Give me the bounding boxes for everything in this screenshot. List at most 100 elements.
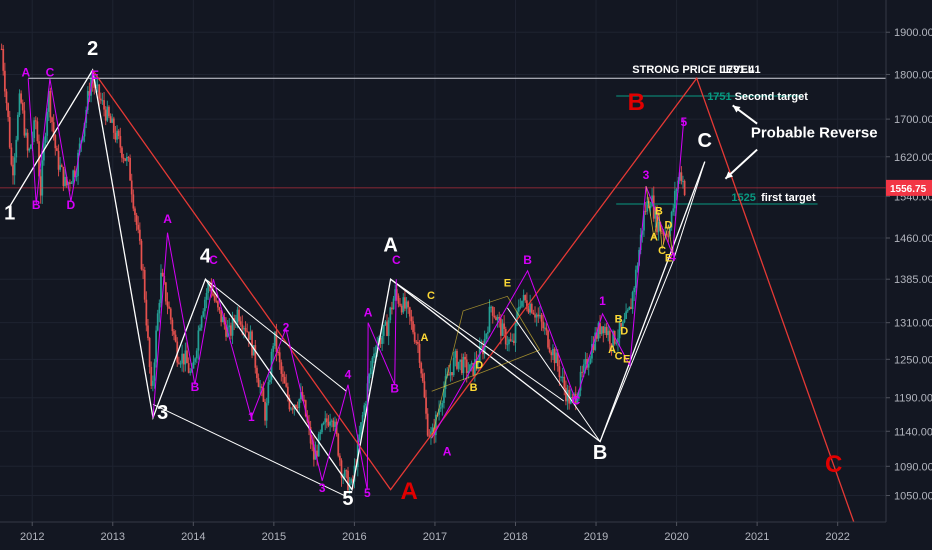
candle-body	[177, 362, 180, 364]
candle-body	[665, 233, 668, 236]
candle-body	[351, 479, 354, 482]
candle-body	[410, 316, 413, 322]
wave-label-magenta: E	[91, 68, 99, 82]
candle-body	[673, 190, 676, 209]
candle-body	[296, 407, 299, 409]
candle-body	[386, 321, 388, 336]
candle-body	[252, 345, 255, 356]
candle-body	[301, 392, 304, 400]
candle-body	[582, 364, 585, 372]
probable-reverse-arrow-upper-head	[732, 105, 741, 113]
current-price-badge	[886, 179, 932, 196]
wave-label-yellow: A	[608, 344, 616, 356]
candle-body	[364, 403, 367, 406]
candle-body	[26, 132, 29, 151]
candle-body	[643, 210, 645, 231]
candle-body	[356, 440, 359, 468]
candle-body	[389, 307, 392, 321]
candle-body	[169, 308, 172, 320]
candle-body	[186, 350, 188, 364]
candle-body	[451, 372, 453, 376]
candle-body	[521, 300, 523, 307]
candle-body	[332, 420, 335, 427]
candle-body	[516, 311, 519, 321]
x-tick-label: 2022	[825, 531, 849, 543]
candle-body	[669, 227, 671, 237]
candle-body	[579, 371, 582, 391]
candle-body	[309, 426, 312, 444]
probable-reverse-arrow-lower-head	[725, 171, 734, 179]
candle-body	[18, 93, 21, 115]
candle-body	[62, 166, 65, 186]
candle-body	[525, 300, 528, 309]
candle-body	[23, 110, 26, 136]
wave-yellow-triangle-lower	[431, 349, 540, 392]
candle-body	[280, 362, 283, 374]
candle-body	[473, 359, 476, 376]
candle-body	[25, 132, 27, 136]
candle-body	[561, 376, 564, 378]
candle-body	[16, 114, 19, 140]
candle-body	[560, 376, 562, 378]
wave-label-yellow: C	[427, 290, 435, 302]
candle-body	[486, 331, 489, 334]
candle-body	[556, 352, 559, 367]
candle-body	[405, 301, 408, 309]
candle-body	[460, 359, 463, 374]
candle-body	[456, 350, 458, 369]
strong-price-level-value: 1791.41	[721, 64, 761, 76]
x-tick-label: 2016	[342, 531, 366, 543]
candle-body	[254, 345, 257, 368]
wave-magenta-triangle	[27, 78, 94, 205]
candle-body	[457, 361, 460, 369]
candle-body	[7, 103, 10, 118]
wave-magenta-abc-b	[431, 269, 577, 439]
wave-label-magenta: 5	[364, 486, 371, 500]
candle-body	[618, 323, 621, 339]
wave-label-yellow: D	[475, 360, 483, 372]
candle-body	[99, 98, 102, 101]
candle-body	[490, 306, 493, 308]
candle-body	[317, 434, 320, 457]
candle-body	[459, 359, 462, 362]
candle-body	[251, 331, 253, 356]
wave-yellow-small	[645, 186, 673, 255]
candle-body	[161, 272, 164, 276]
candle-body	[672, 208, 675, 212]
candle-body	[140, 240, 143, 270]
candle-body	[615, 342, 618, 344]
candle-body	[164, 282, 167, 302]
x-tick-label: 2021	[745, 531, 769, 543]
candle-body	[101, 100, 104, 102]
candle-body	[299, 392, 302, 400]
candle-body	[407, 301, 410, 308]
x-tick-label: 2012	[20, 531, 44, 543]
wave-label-yellow: D	[665, 219, 673, 231]
candle-body	[418, 343, 421, 363]
candle-body	[519, 306, 522, 308]
candle-body	[59, 165, 62, 170]
candle-body	[36, 121, 39, 142]
candle-body	[591, 344, 593, 359]
candle-body	[443, 389, 445, 404]
candle-body	[184, 350, 187, 365]
y-tick-label: 1140.00	[894, 426, 932, 438]
candle-body	[213, 295, 216, 301]
candle-body	[269, 380, 271, 383]
candle-body	[678, 172, 681, 181]
candle-body	[264, 401, 266, 421]
candle-body	[221, 317, 224, 323]
candle-body	[477, 362, 480, 364]
candle-body	[667, 235, 670, 237]
candle-body	[485, 333, 488, 339]
candle-body	[243, 327, 245, 330]
candle-body	[605, 326, 608, 336]
candle-body	[197, 330, 200, 351]
candle-body	[325, 418, 328, 422]
candle-body	[195, 350, 198, 359]
candle-body	[631, 292, 634, 310]
candle-body	[314, 450, 317, 460]
candle-body	[275, 331, 278, 352]
candle-body	[636, 265, 639, 270]
